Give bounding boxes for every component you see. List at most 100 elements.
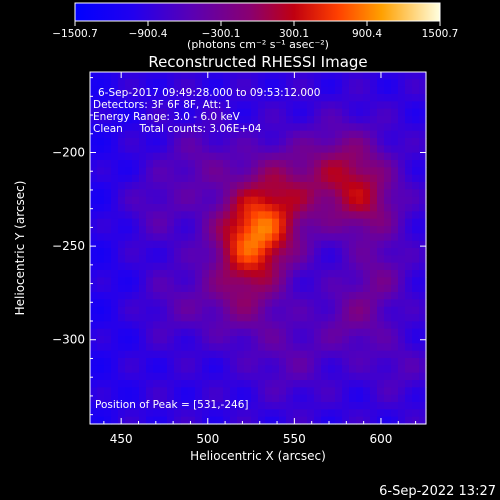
heatmap-cell [104, 277, 112, 286]
heatmap-cell [209, 328, 217, 337]
heatmap-cell [258, 174, 266, 183]
heatmap-cell [132, 402, 140, 410]
heatmap-cell [272, 372, 280, 381]
heatmap-cell [286, 284, 294, 293]
x-axis-tick-labels: 450 500 550 600 [110, 432, 393, 446]
heatmap-cell [356, 211, 364, 220]
heatmap-cell [146, 167, 154, 176]
heatmap-cell [167, 350, 175, 359]
heatmap-cell [300, 328, 308, 337]
heatmap-cell [405, 343, 413, 352]
heatmap-cell [188, 174, 196, 183]
heatmap-cell [195, 116, 203, 124]
heatmap-cell [300, 167, 308, 176]
heatmap-cell [265, 130, 273, 139]
heatmap-cell [195, 336, 203, 344]
heatmap-cell [216, 284, 224, 293]
heatmap-cell [153, 174, 161, 183]
heatmap-cell [195, 138, 203, 146]
heatmap-cell [153, 167, 161, 176]
heatmap-cell [223, 372, 231, 381]
heatmap-cell [342, 328, 350, 337]
heatmap-cell [286, 321, 294, 330]
heatmap-cell [111, 292, 119, 300]
heatmap-cell [321, 160, 329, 168]
heatmap-cell [419, 255, 427, 264]
heatmap-cell [111, 277, 119, 286]
heatmap-cell [314, 182, 322, 190]
heatmap-cell [363, 79, 371, 88]
heatmap-cell [307, 402, 315, 410]
heatmap-cell [398, 233, 406, 242]
heatmap-cell [181, 380, 189, 388]
heatmap-cell [307, 350, 315, 359]
heatmap-cell [237, 160, 245, 168]
heatmap-cell [349, 328, 357, 337]
heatmap-cell [272, 365, 280, 374]
heatmap-cell [363, 138, 371, 146]
heatmap-cell [132, 123, 140, 132]
heatmap-cell [223, 94, 231, 102]
heatmap-cell [412, 343, 420, 352]
heatmap-cell [272, 174, 280, 183]
heatmap-cell [391, 145, 399, 154]
heatmap-cell [118, 160, 126, 168]
heatmap-cell [195, 160, 203, 168]
heatmap-cell [384, 226, 392, 234]
heatmap-cell [125, 321, 133, 330]
heatmap-cell [384, 116, 392, 124]
heatmap-cell [153, 380, 161, 388]
annotation-clean-counts: Clean Total counts: 3.06E+04 [93, 123, 262, 135]
heatmap-cell [335, 284, 343, 293]
heatmap-cell [111, 101, 119, 110]
heatmap-cell [412, 306, 420, 315]
heatmap-cell [188, 416, 196, 425]
heatmap-cell [216, 314, 224, 322]
heatmap-cell [265, 211, 273, 220]
heatmap-cell [258, 94, 266, 102]
heatmap-cell [202, 189, 210, 198]
heatmap-cell [237, 167, 245, 176]
heatmap-cell [328, 233, 336, 242]
heatmap-cell [314, 321, 322, 330]
heatmap-cell [265, 108, 273, 117]
heatmap-cell [181, 358, 189, 366]
heatmap-cell [412, 86, 420, 95]
heatmap-cell [181, 79, 189, 88]
heatmap-cell [237, 240, 245, 249]
heatmap-cell [405, 101, 413, 110]
heatmap-cell [153, 138, 161, 146]
heatmap-cell [244, 145, 252, 154]
heatmap-cell [356, 116, 364, 124]
heatmap-cell [391, 358, 399, 366]
heatmap-cell [356, 314, 364, 322]
heatmap-cell [279, 336, 287, 344]
heatmap-cell [391, 394, 399, 403]
heatmap-cell [209, 218, 217, 227]
heatmap-cell [223, 218, 231, 227]
heatmap-cell [342, 284, 350, 293]
heatmap-cell [223, 350, 231, 359]
heatmap-cell [377, 365, 385, 374]
heatmap-cell [223, 145, 231, 154]
heatmap-cell [209, 387, 217, 396]
heatmap-cell [377, 123, 385, 132]
heatmap-cell [111, 174, 119, 183]
heatmap-cell [195, 314, 203, 322]
heatmap-cell [265, 101, 273, 110]
heatmap-cell [335, 86, 343, 95]
heatmap-cell [90, 138, 98, 146]
heatmap-cell [377, 306, 385, 315]
heatmap-cell [132, 211, 140, 220]
heatmap-cell [111, 79, 119, 88]
heatmap-cell [328, 248, 336, 256]
heatmap-cell [398, 240, 406, 249]
heatmap-cell [349, 94, 357, 102]
heatmap-cell [412, 409, 420, 418]
heatmap-cell [188, 255, 196, 264]
heatmap-cell [97, 255, 105, 264]
heatmap-cell [90, 372, 98, 381]
heatmap-cell [363, 314, 371, 322]
heatmap-cell [335, 328, 343, 337]
heatmap-cell [132, 314, 140, 322]
